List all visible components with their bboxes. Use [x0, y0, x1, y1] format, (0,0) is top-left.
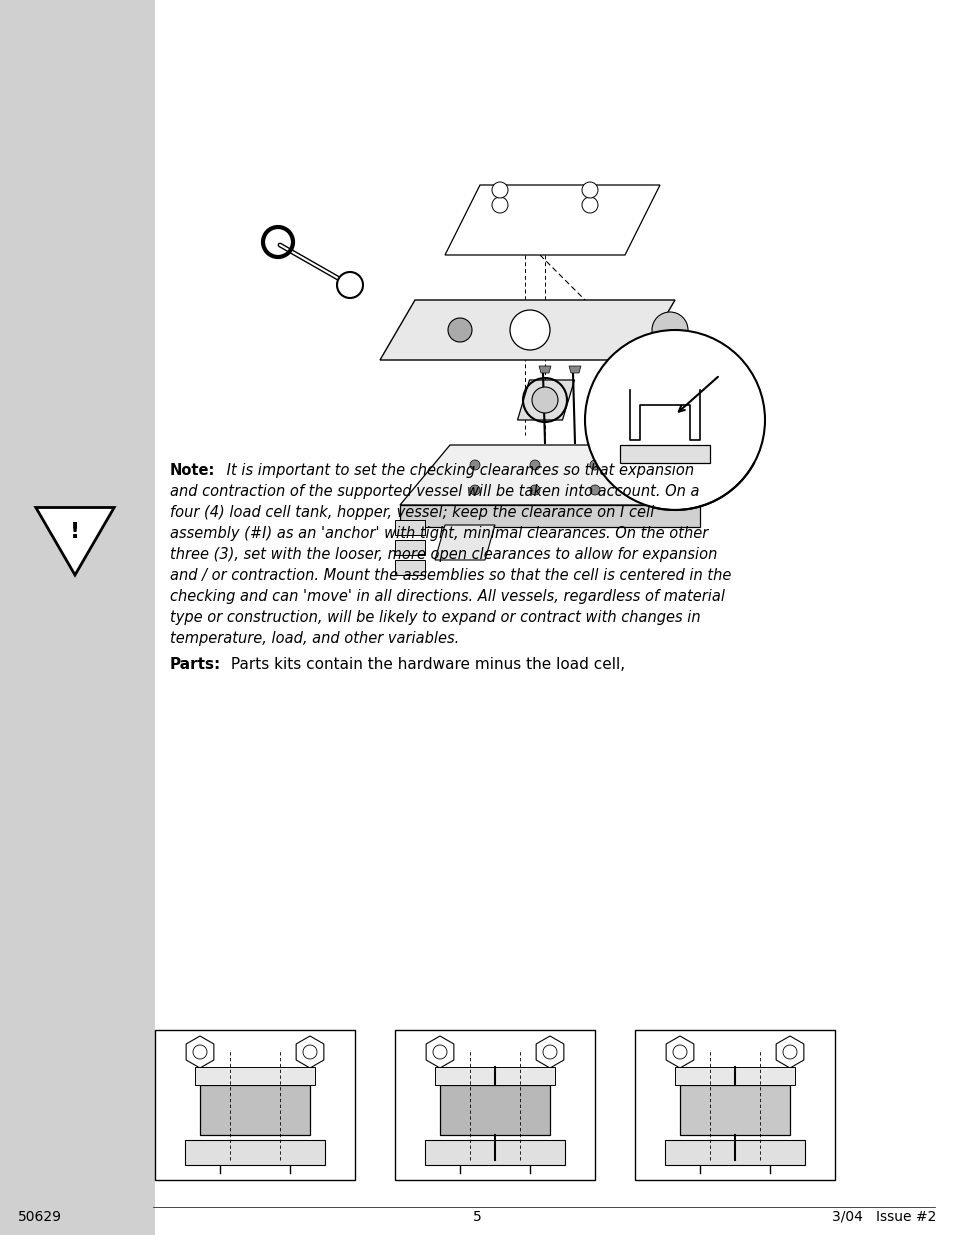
Polygon shape	[517, 380, 574, 420]
Text: assembly (#I) as an 'anchor' with tight, minimal clearances. On the other: assembly (#I) as an 'anchor' with tight,…	[170, 526, 707, 541]
Circle shape	[581, 182, 598, 198]
Bar	[200, 1086, 310, 1135]
Bar	[424, 1140, 564, 1165]
Text: Parts kits contain the hardware minus the load cell,: Parts kits contain the hardware minus th…	[226, 657, 624, 672]
Circle shape	[448, 317, 472, 342]
Polygon shape	[426, 1036, 454, 1068]
Text: and contraction of the supported vessel will be taken into account. On a: and contraction of the supported vessel …	[170, 484, 699, 499]
Circle shape	[782, 1045, 796, 1058]
Bar	[0, 0, 154, 1235]
Polygon shape	[399, 505, 700, 527]
Circle shape	[589, 485, 599, 495]
Polygon shape	[399, 445, 749, 505]
Text: !: !	[70, 522, 80, 542]
Polygon shape	[568, 366, 580, 373]
Circle shape	[470, 459, 479, 471]
Circle shape	[542, 1045, 557, 1058]
Text: Parts:: Parts:	[170, 657, 221, 672]
Text: It is important to set the checking clearances so that expansion: It is important to set the checking clea…	[222, 463, 694, 478]
Circle shape	[530, 459, 539, 471]
Circle shape	[336, 272, 363, 298]
Bar	[395, 559, 424, 576]
Polygon shape	[538, 366, 551, 373]
Circle shape	[193, 1045, 207, 1058]
Circle shape	[584, 330, 764, 510]
Bar	[679, 1086, 789, 1135]
Circle shape	[651, 312, 687, 348]
Polygon shape	[536, 1036, 563, 1068]
Circle shape	[672, 1045, 686, 1058]
Bar	[395, 520, 424, 535]
Polygon shape	[295, 1036, 323, 1068]
Text: checking and can 'move' in all directions. All vessels, regardless of material: checking and can 'move' in all direction…	[170, 589, 724, 604]
Polygon shape	[665, 1036, 693, 1068]
Circle shape	[649, 459, 659, 471]
FancyBboxPatch shape	[154, 1030, 355, 1179]
Polygon shape	[36, 508, 114, 576]
Polygon shape	[444, 185, 659, 254]
Text: 3/04   Issue #2: 3/04 Issue #2	[831, 1210, 935, 1224]
Circle shape	[589, 459, 599, 471]
Circle shape	[303, 1045, 316, 1058]
Polygon shape	[435, 525, 495, 559]
Circle shape	[532, 387, 558, 412]
Circle shape	[433, 1045, 447, 1058]
Circle shape	[492, 198, 507, 212]
Circle shape	[470, 485, 479, 495]
Bar	[435, 1067, 555, 1086]
Text: 50629: 50629	[18, 1210, 62, 1224]
Bar	[619, 445, 709, 463]
Polygon shape	[186, 1036, 213, 1068]
Text: four (4) load cell tank, hopper, vessel; keep the clearance on I cell: four (4) load cell tank, hopper, vessel;…	[170, 505, 654, 520]
Bar	[664, 1140, 804, 1165]
Bar	[395, 540, 424, 555]
Circle shape	[581, 198, 598, 212]
Circle shape	[492, 182, 507, 198]
Bar	[439, 1086, 550, 1135]
Bar	[185, 1140, 325, 1165]
Bar	[675, 1067, 794, 1086]
Circle shape	[530, 485, 539, 495]
FancyBboxPatch shape	[635, 1030, 834, 1179]
Text: type or construction, will be likely to expand or contract with changes in: type or construction, will be likely to …	[170, 610, 700, 625]
Polygon shape	[379, 300, 675, 359]
FancyBboxPatch shape	[395, 1030, 595, 1179]
Circle shape	[510, 310, 550, 350]
Text: temperature, load, and other variables.: temperature, load, and other variables.	[170, 631, 458, 646]
Text: and / or contraction. Mount the assemblies so that the cell is centered in the: and / or contraction. Mount the assembli…	[170, 568, 731, 583]
Text: Note:: Note:	[170, 463, 215, 478]
Polygon shape	[776, 1036, 803, 1068]
Bar	[194, 1067, 314, 1086]
Text: three (3), set with the looser, more open clearances to allow for expansion: three (3), set with the looser, more ope…	[170, 547, 717, 562]
Circle shape	[649, 485, 659, 495]
Text: 5: 5	[472, 1210, 481, 1224]
